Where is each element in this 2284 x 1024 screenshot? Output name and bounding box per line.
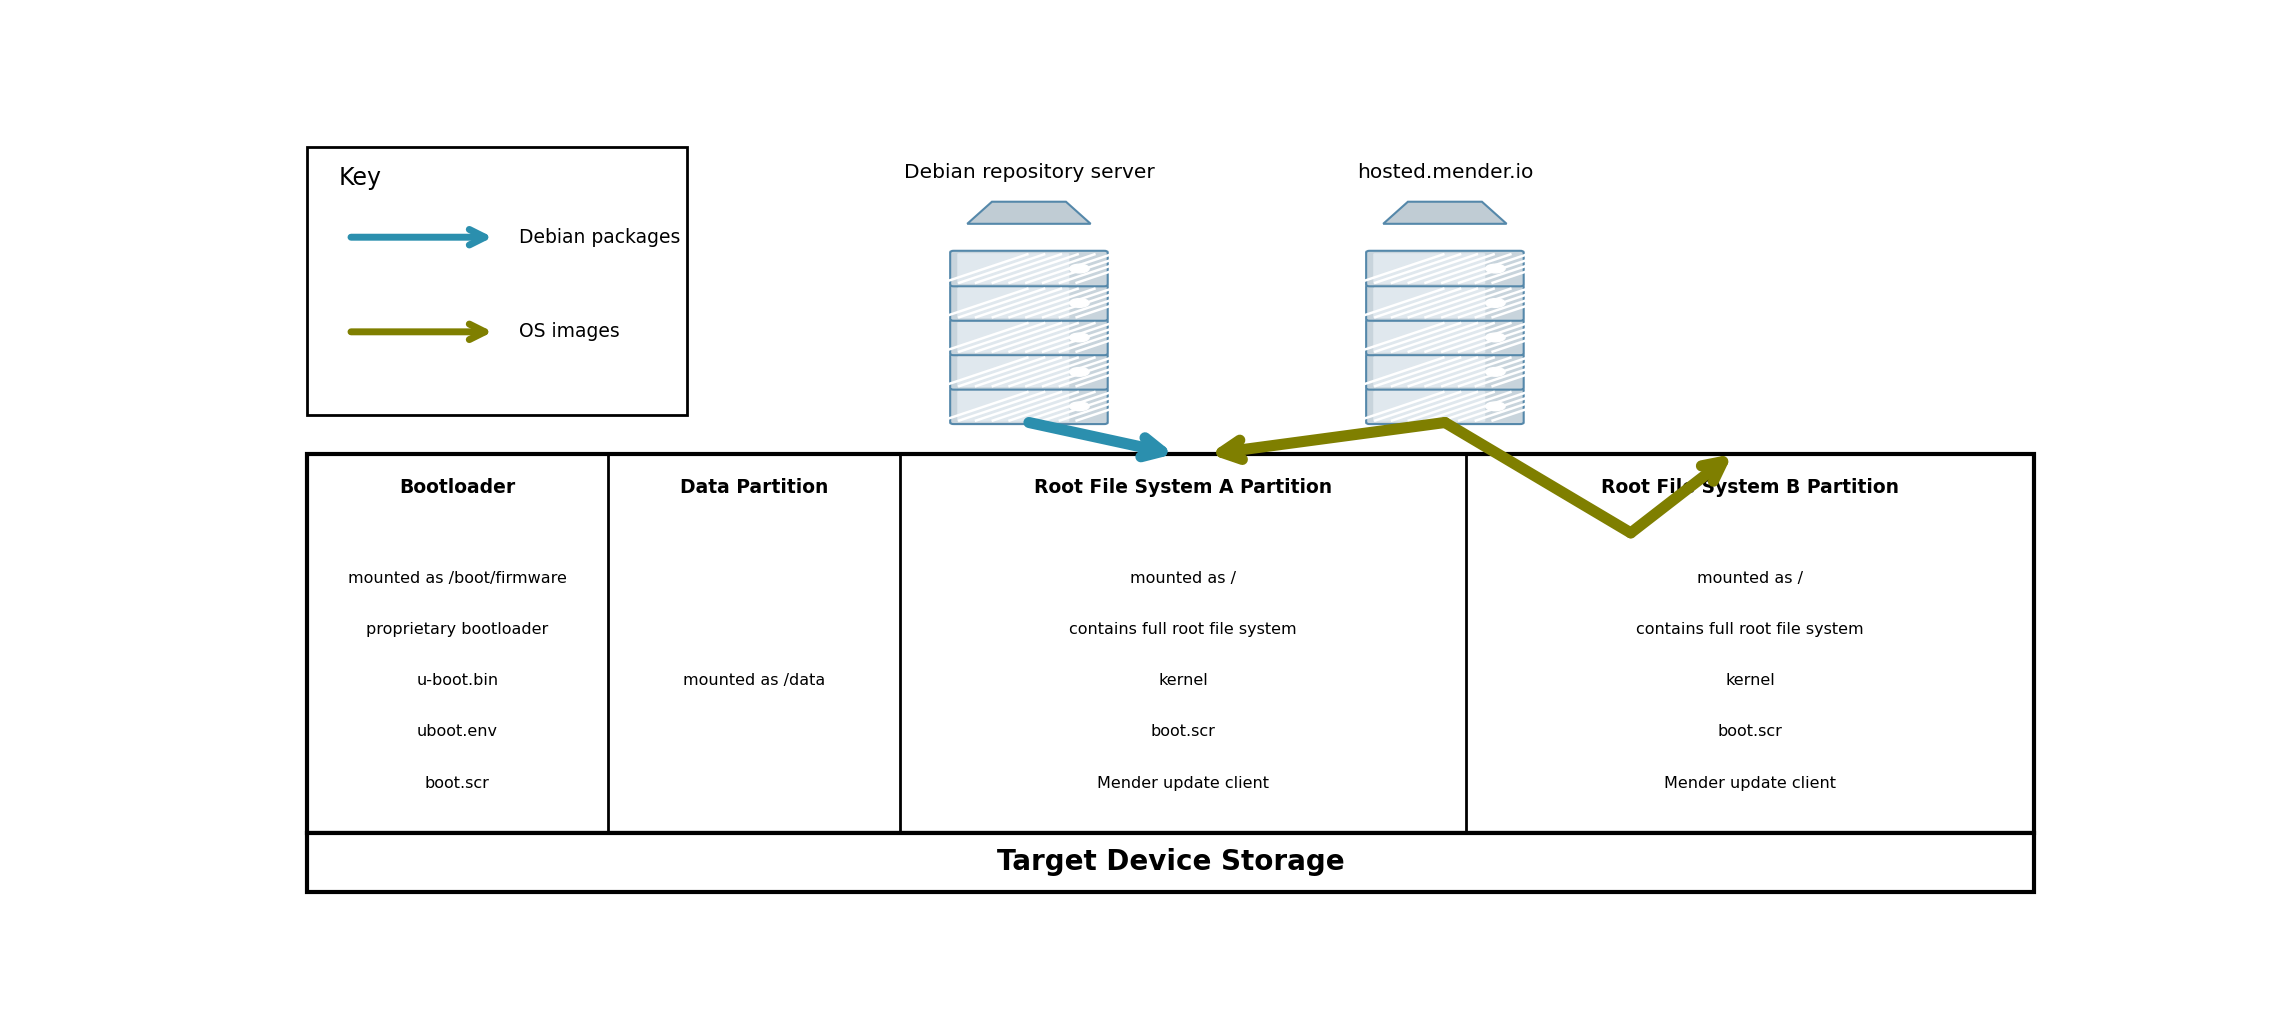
FancyBboxPatch shape bbox=[950, 251, 1108, 287]
Circle shape bbox=[1069, 368, 1089, 376]
Text: mounted as /: mounted as / bbox=[1697, 570, 1804, 586]
Circle shape bbox=[1069, 299, 1089, 307]
Text: Debian repository server: Debian repository server bbox=[904, 163, 1153, 182]
Text: Bootloader: Bootloader bbox=[400, 478, 516, 497]
Circle shape bbox=[1485, 264, 1505, 272]
FancyBboxPatch shape bbox=[950, 354, 1108, 390]
Text: kernel: kernel bbox=[1724, 673, 1775, 688]
FancyBboxPatch shape bbox=[957, 391, 1069, 422]
FancyBboxPatch shape bbox=[957, 253, 1069, 284]
Bar bbox=[306, 146, 687, 415]
Circle shape bbox=[1485, 402, 1505, 411]
Text: mounted as /boot/firmware: mounted as /boot/firmware bbox=[347, 570, 566, 586]
FancyBboxPatch shape bbox=[1373, 391, 1485, 422]
Circle shape bbox=[1069, 333, 1089, 342]
FancyBboxPatch shape bbox=[1366, 388, 1523, 424]
Text: mounted as /: mounted as / bbox=[1131, 570, 1236, 586]
FancyBboxPatch shape bbox=[950, 286, 1108, 321]
Text: Debian packages: Debian packages bbox=[518, 227, 681, 247]
FancyBboxPatch shape bbox=[950, 319, 1108, 355]
FancyBboxPatch shape bbox=[1366, 354, 1523, 390]
FancyBboxPatch shape bbox=[1373, 356, 1485, 387]
Circle shape bbox=[1069, 264, 1089, 272]
Text: proprietary bootloader: proprietary bootloader bbox=[365, 622, 548, 637]
FancyBboxPatch shape bbox=[1373, 322, 1485, 353]
Circle shape bbox=[1069, 402, 1089, 411]
Polygon shape bbox=[966, 202, 1092, 224]
Circle shape bbox=[1485, 299, 1505, 307]
FancyBboxPatch shape bbox=[957, 322, 1069, 353]
Text: contains full root file system: contains full root file system bbox=[1069, 622, 1297, 637]
Text: mounted as /data: mounted as /data bbox=[683, 673, 825, 688]
Text: Mender update client: Mender update client bbox=[1665, 776, 1836, 791]
FancyBboxPatch shape bbox=[957, 288, 1069, 318]
Text: Root File System A Partition: Root File System A Partition bbox=[1035, 478, 1332, 497]
FancyBboxPatch shape bbox=[1366, 319, 1523, 355]
FancyBboxPatch shape bbox=[1373, 288, 1485, 318]
Circle shape bbox=[1485, 368, 1505, 376]
FancyBboxPatch shape bbox=[950, 388, 1108, 424]
Text: boot.scr: boot.scr bbox=[425, 776, 489, 791]
Text: OS images: OS images bbox=[518, 323, 619, 341]
Bar bbox=[306, 454, 2035, 833]
Text: uboot.env: uboot.env bbox=[416, 725, 498, 739]
Text: u-boot.bin: u-boot.bin bbox=[416, 673, 498, 688]
FancyBboxPatch shape bbox=[1366, 286, 1523, 321]
Text: boot.scr: boot.scr bbox=[1718, 725, 1784, 739]
FancyBboxPatch shape bbox=[957, 356, 1069, 387]
Text: contains full root file system: contains full root file system bbox=[1635, 622, 1864, 637]
Text: kernel: kernel bbox=[1158, 673, 1208, 688]
Text: Target Device Storage: Target Device Storage bbox=[996, 848, 1345, 877]
FancyBboxPatch shape bbox=[1366, 251, 1523, 287]
FancyBboxPatch shape bbox=[1373, 253, 1485, 284]
Circle shape bbox=[1485, 333, 1505, 342]
Polygon shape bbox=[1384, 202, 1507, 224]
Text: Root File System B Partition: Root File System B Partition bbox=[1601, 478, 1900, 497]
Text: hosted.mender.io: hosted.mender.io bbox=[1357, 163, 1533, 182]
Text: boot.scr: boot.scr bbox=[1151, 725, 1215, 739]
Text: Data Partition: Data Partition bbox=[681, 478, 827, 497]
Bar bbox=[306, 833, 2035, 892]
Text: Mender update client: Mender update client bbox=[1096, 776, 1270, 791]
Text: Key: Key bbox=[338, 166, 381, 190]
